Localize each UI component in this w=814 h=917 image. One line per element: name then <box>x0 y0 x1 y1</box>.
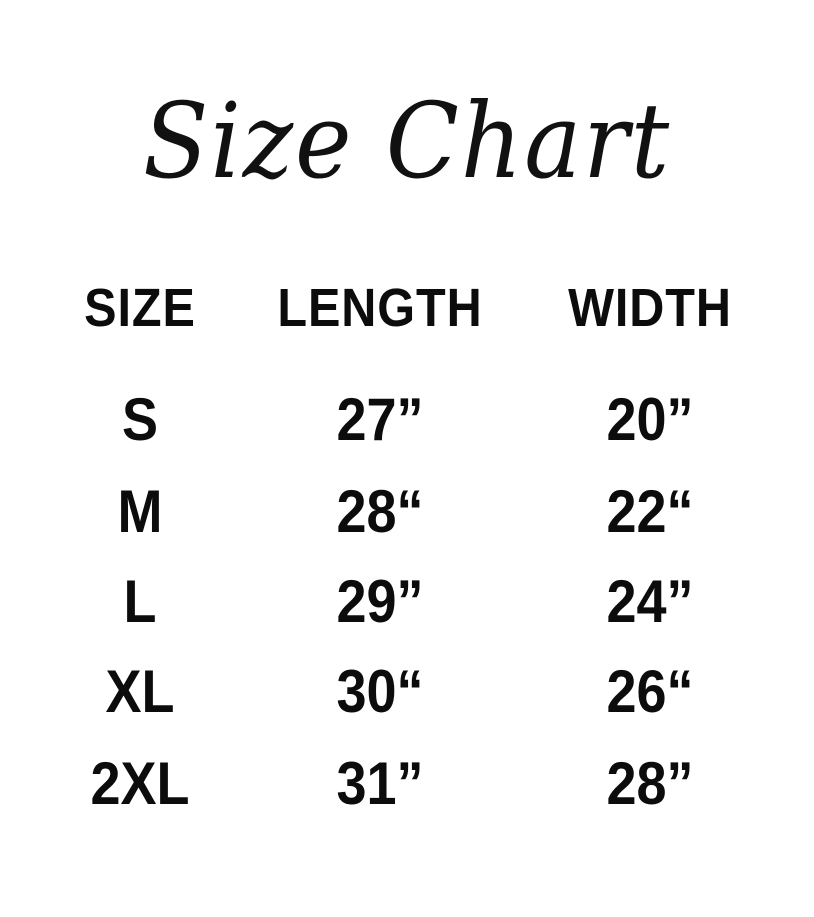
size-chart-title: Size Chart <box>142 80 672 202</box>
header-width: WIDTH <box>568 278 732 338</box>
length-cell: 28“ <box>336 478 424 545</box>
header-length: LENGTH <box>277 278 483 338</box>
size-cell: S <box>121 386 159 453</box>
width-cell: 22“ <box>606 478 694 545</box>
length-cell: 27” <box>336 386 424 453</box>
length-cell: 31” <box>336 750 424 817</box>
length-cell: 29” <box>336 568 424 635</box>
size-cell: M <box>117 478 163 545</box>
length-cell: 30“ <box>336 658 424 725</box>
width-cell: 24” <box>606 568 694 635</box>
size-cell: L <box>123 568 157 635</box>
size-cell: 2XL <box>90 750 190 817</box>
width-cell: 20” <box>606 386 694 453</box>
width-cell: 28” <box>606 750 694 817</box>
header-size: SIZE <box>84 278 196 338</box>
size-cell: XL <box>105 658 175 725</box>
width-cell: 26“ <box>606 658 694 725</box>
